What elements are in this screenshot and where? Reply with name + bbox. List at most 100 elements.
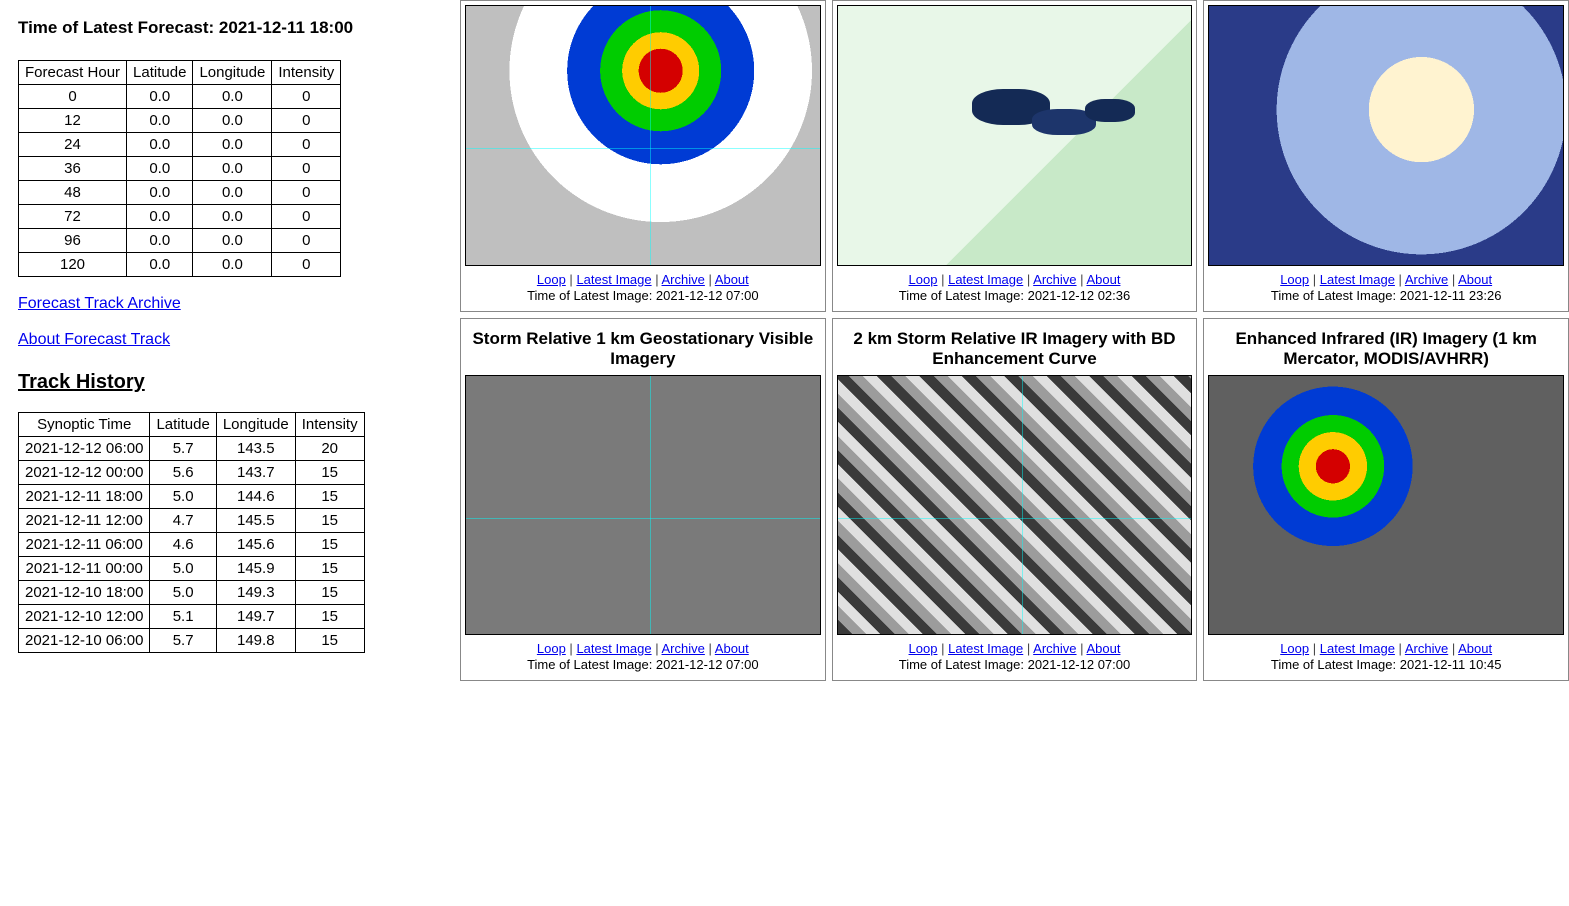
image-about-link[interactable]: About [1086,641,1120,656]
image-archive-link[interactable]: Archive [1033,272,1076,287]
table-cell: 48 [19,181,127,205]
table-cell: 72 [19,205,127,229]
table-cell: 15 [295,629,364,653]
imagery-panel: Loop | Latest Image | Archive | AboutTim… [1203,0,1569,312]
panel-title: Enhanced Infrared (IR) Imagery (1 km Mer… [1208,323,1564,375]
panel-time: Time of Latest Image: 2021-12-12 07:00 [837,657,1193,672]
table-row: 2021-12-10 18:005.0149.315 [19,581,365,605]
table-row: 2021-12-12 00:005.6143.715 [19,461,365,485]
satellite-image[interactable] [837,5,1193,266]
table-row: 120.00.00 [19,109,341,133]
track-header-row: Synoptic Time Latitude Longitude Intensi… [19,413,365,437]
table-cell: 145.5 [216,509,295,533]
table-row: 2021-12-10 12:005.1149.715 [19,605,365,629]
table-cell: 0 [272,253,341,277]
panel-time: Time of Latest Image: 2021-12-12 02:36 [837,288,1193,303]
table-cell: 0.0 [193,181,272,205]
table-cell: 0 [272,133,341,157]
table-cell: 0.0 [193,133,272,157]
latest-image-link[interactable]: Latest Image [948,641,1023,656]
imagery-panel: Loop | Latest Image | Archive | AboutTim… [460,0,826,312]
satellite-image[interactable] [465,5,821,266]
col-forecast-hour: Forecast Hour [19,61,127,85]
table-cell: 0.0 [127,229,193,253]
table-row: 240.00.00 [19,133,341,157]
image-about-link[interactable]: About [715,641,749,656]
image-archive-link[interactable]: Archive [1405,641,1448,656]
satellite-image[interactable] [837,375,1193,636]
image-archive-link[interactable]: Archive [1405,272,1448,287]
image-archive-link[interactable]: Archive [662,641,705,656]
loop-link[interactable]: Loop [909,641,938,656]
table-cell: 5.0 [150,581,216,605]
table-cell: 0.0 [193,157,272,181]
forecast-table: Forecast Hour Latitude Longitude Intensi… [18,60,341,277]
col-th-longitude: Longitude [216,413,295,437]
table-row: 360.00.00 [19,157,341,181]
forecast-about-link[interactable]: About Forecast Track [18,331,170,348]
satellite-image[interactable] [1208,375,1564,636]
satellite-image[interactable] [1208,5,1564,266]
latest-image-link[interactable]: Latest Image [576,272,651,287]
image-archive-link[interactable]: Archive [662,272,705,287]
panel-links: Loop | Latest Image | Archive | About [465,641,821,656]
table-cell: 2021-12-11 18:00 [19,485,150,509]
track-history-table: Synoptic Time Latitude Longitude Intensi… [18,412,365,653]
table-cell: 0.0 [193,109,272,133]
loop-link[interactable]: Loop [537,641,566,656]
table-cell: 15 [295,461,364,485]
table-row: 720.00.00 [19,205,341,229]
satellite-image[interactable] [465,375,821,636]
image-about-link[interactable]: About [1458,272,1492,287]
latest-image-link[interactable]: Latest Image [576,641,651,656]
panel-links: Loop | Latest Image | Archive | About [1208,272,1564,287]
table-cell: 0 [272,85,341,109]
table-cell: 2021-12-11 12:00 [19,509,150,533]
table-cell: 0.0 [127,133,193,157]
panel-title: Storm Relative 1 km Geostationary Visibl… [465,323,821,375]
table-cell: 2021-12-12 00:00 [19,461,150,485]
image-about-link[interactable]: About [1458,641,1492,656]
panel-title: 2 km Storm Relative IR Imagery with BD E… [837,323,1193,375]
table-cell: 15 [295,605,364,629]
table-row: 1200.00.00 [19,253,341,277]
latest-image-link[interactable]: Latest Image [948,272,1023,287]
table-cell: 149.8 [216,629,295,653]
table-cell: 0.0 [127,205,193,229]
image-about-link[interactable]: About [1086,272,1120,287]
loop-link[interactable]: Loop [1280,272,1309,287]
table-cell: 2021-12-10 06:00 [19,629,150,653]
table-cell: 5.0 [150,485,216,509]
loop-link[interactable]: Loop [537,272,566,287]
table-cell: 0 [272,109,341,133]
panel-links: Loop | Latest Image | Archive | About [1208,641,1564,656]
table-cell: 2021-12-11 00:00 [19,557,150,581]
table-cell: 0 [272,205,341,229]
latest-image-link[interactable]: Latest Image [1320,272,1395,287]
table-cell: 149.7 [216,605,295,629]
table-row: 2021-12-12 06:005.7143.520 [19,437,365,461]
table-cell: 96 [19,229,127,253]
table-cell: 2021-12-11 06:00 [19,533,150,557]
track-history-heading: Track History [18,371,442,394]
loop-link[interactable]: Loop [909,272,938,287]
table-row: 2021-12-11 06:004.6145.615 [19,533,365,557]
table-cell: 143.5 [216,437,295,461]
image-archive-link[interactable]: Archive [1033,641,1076,656]
table-cell: 143.7 [216,461,295,485]
table-cell: 0.0 [127,109,193,133]
table-cell: 0.0 [193,85,272,109]
table-cell: 0.0 [193,229,272,253]
panel-links: Loop | Latest Image | Archive | About [465,272,821,287]
latest-image-link[interactable]: Latest Image [1320,641,1395,656]
table-row: 960.00.00 [19,229,341,253]
table-cell: 4.6 [150,533,216,557]
panel-links: Loop | Latest Image | Archive | About [837,641,1193,656]
image-about-link[interactable]: About [715,272,749,287]
table-cell: 4.7 [150,509,216,533]
table-cell: 2021-12-10 12:00 [19,605,150,629]
table-cell: 0 [19,85,127,109]
forecast-archive-link[interactable]: Forecast Track Archive [18,295,181,312]
loop-link[interactable]: Loop [1280,641,1309,656]
imagery-panel: Loop | Latest Image | Archive | AboutTim… [832,0,1198,312]
